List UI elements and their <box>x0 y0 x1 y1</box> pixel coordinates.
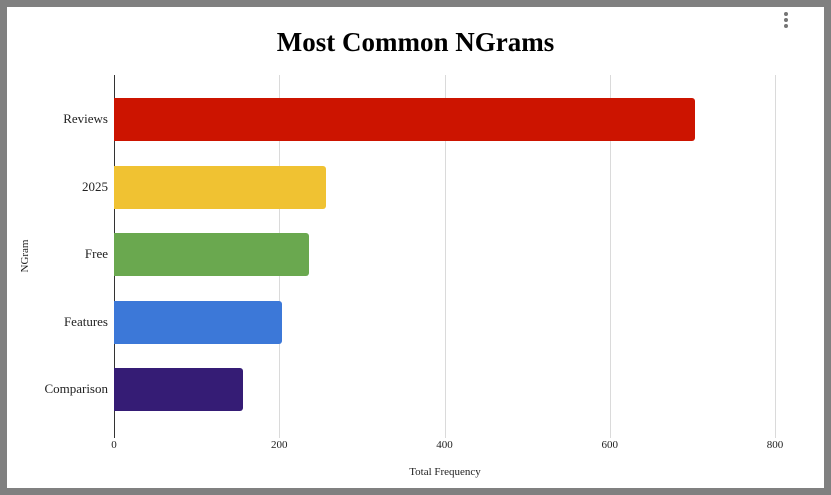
y-category-label: Free <box>84 246 108 261</box>
y-category-label: Features <box>63 314 108 329</box>
x-tick-label: 400 <box>436 439 453 451</box>
bar-comparison[interactable] <box>114 368 243 411</box>
gridline <box>775 75 776 438</box>
gridline <box>609 75 611 438</box>
bar-features[interactable] <box>114 301 282 344</box>
more-options-icon[interactable] <box>778 10 794 30</box>
y-category-label: 2025 <box>82 179 108 194</box>
bar-2025[interactable] <box>114 166 327 209</box>
y-category-label: Reviews <box>63 111 108 126</box>
x-tick-label: 0 <box>111 439 117 451</box>
x-tick-label: 200 <box>271 439 288 451</box>
x-tick-label: 600 <box>601 439 619 451</box>
y-axis-label: NGram <box>19 239 31 273</box>
x-tick-label: 800 <box>766 439 784 451</box>
dot <box>784 12 788 16</box>
x-axis-label: Total Frequency <box>409 466 481 478</box>
bar-free[interactable] <box>114 233 309 276</box>
dot <box>784 24 788 28</box>
dot <box>784 18 788 22</box>
chart-title: Most Common NGrams <box>276 27 555 57</box>
bar-reviews[interactable] <box>114 98 695 141</box>
y-category-label: Comparison <box>44 381 108 396</box>
gridline <box>444 75 446 438</box>
